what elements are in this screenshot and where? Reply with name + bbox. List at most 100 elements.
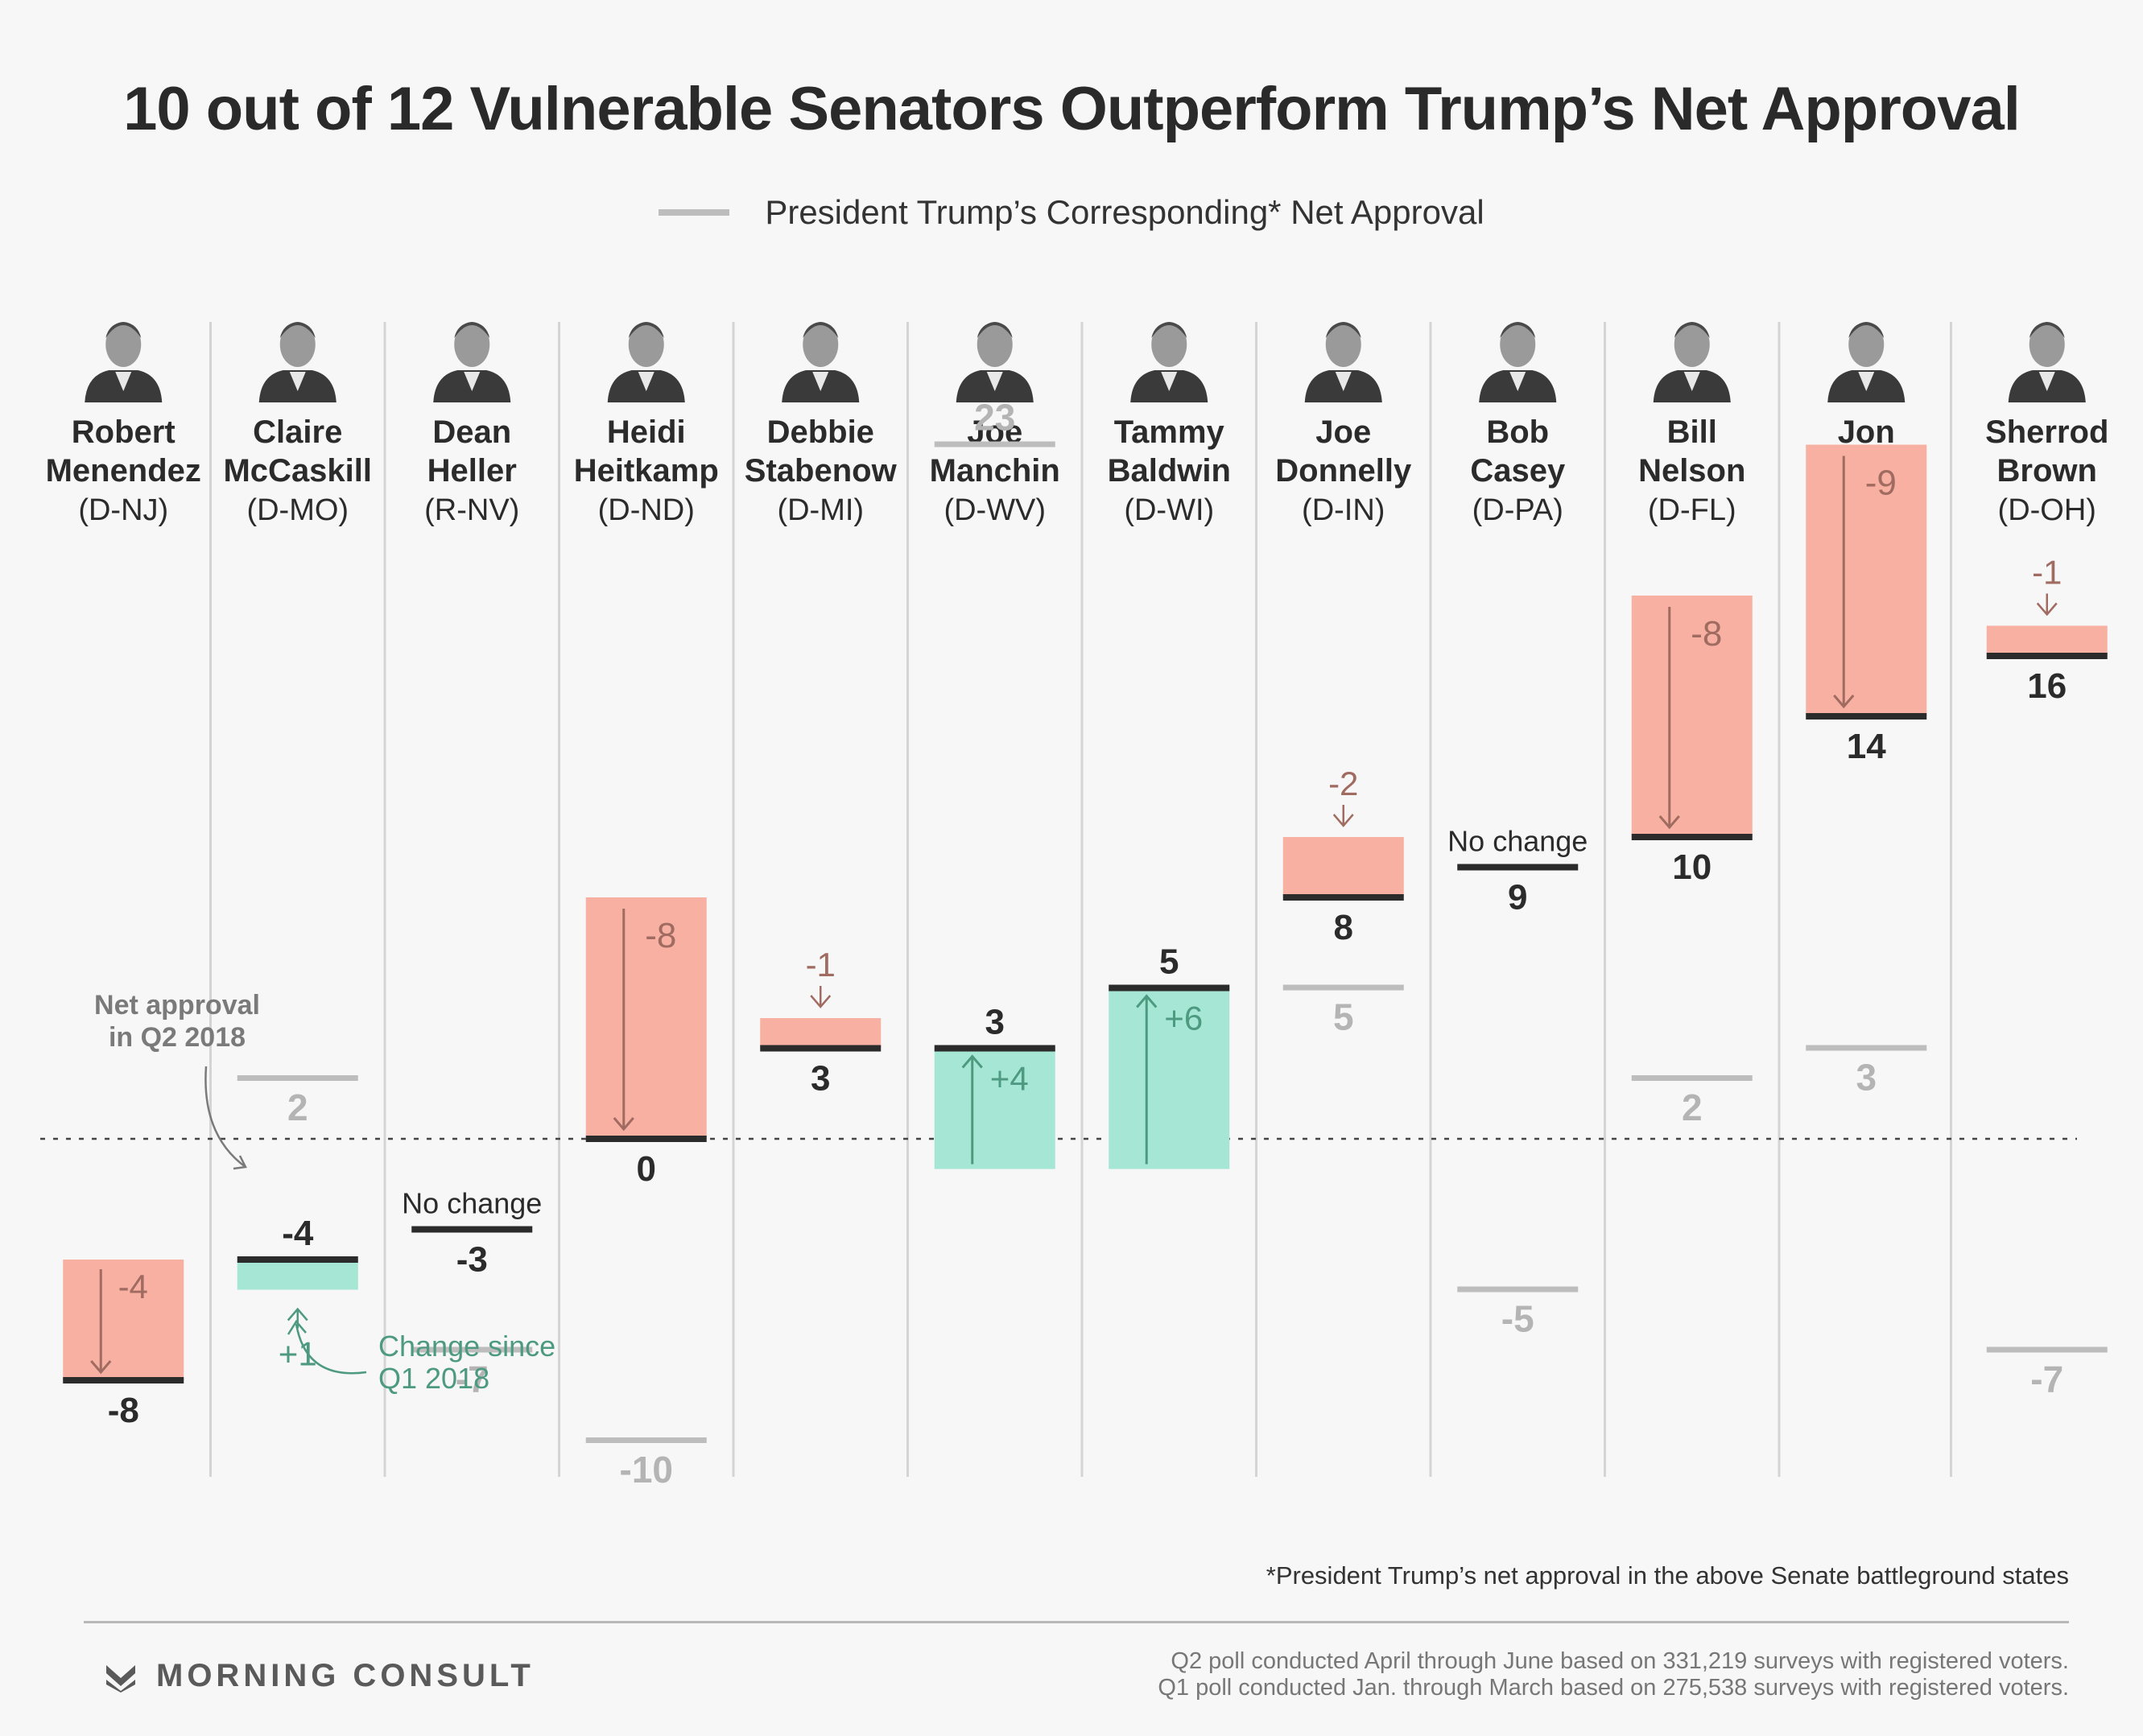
trump-approval-line (1457, 1286, 1579, 1293)
senator-portrait-icon (1653, 322, 1731, 402)
change-value: -4 (118, 1268, 148, 1305)
trump-approval-value: -7 (456, 1359, 489, 1400)
senator-last-name: Baldwin (1108, 453, 1231, 489)
trump-approval-value: 2 (287, 1087, 308, 1128)
senator-party-state: (D-ND) (598, 493, 695, 527)
senator-portrait-icon (782, 322, 860, 402)
senator-q2-value: 14 (1847, 727, 1886, 766)
senator-last-name: Stabenow (745, 453, 898, 489)
change-arrow-icon (90, 1269, 112, 1375)
trump-approval-line (934, 441, 1055, 447)
net-approval-note-line2: in Q2 2018 (109, 1022, 246, 1053)
senator-first-name: Dean (432, 414, 511, 450)
change-note-pointer-head (287, 1319, 307, 1335)
senator-q2-value: 3 (811, 1059, 830, 1099)
trump-approval-line (237, 1075, 358, 1081)
change-arrow-icon (1658, 607, 1680, 830)
senator-first-name: Claire (253, 414, 342, 450)
change-bar (1282, 837, 1404, 897)
change-bar (585, 897, 707, 1139)
change-arrow-icon (2036, 593, 2058, 616)
no-change-label: No change (402, 1187, 542, 1220)
senator-first-name: Robert (72, 414, 175, 450)
trump-approval-line (1631, 1075, 1753, 1081)
change-note-pointer (295, 1323, 367, 1375)
senator-last-name: Heitkamp (574, 453, 719, 489)
trump-approval-line (1986, 1346, 2108, 1353)
senator-last-name: McCaskill (223, 453, 372, 489)
senator-q2-line (585, 1136, 707, 1142)
senator-q2-line (1806, 713, 1927, 720)
source-line-q1: Q1 poll conducted Jan. through March bas… (1158, 1675, 2069, 1701)
trump-approval-line (1806, 1045, 1927, 1051)
change-value: +6 (1164, 1000, 1203, 1037)
senator-q2-value: 16 (2027, 666, 2067, 706)
trump-approval-value: 2 (1682, 1087, 1703, 1128)
senator-party-state: (D-PA) (1472, 493, 1563, 527)
trump-approval-line (1282, 984, 1404, 991)
change-value: -8 (645, 916, 676, 955)
trump-approval-value: -10 (620, 1449, 673, 1491)
senator-portrait-icon (1827, 322, 1906, 402)
senator-q2-value: -3 (456, 1240, 488, 1280)
senator-first-name: Debbie (767, 414, 874, 450)
change-value: +1 (279, 1335, 317, 1373)
source-line-q2: Q2 poll conducted April through June bas… (1171, 1648, 2069, 1674)
senator-portrait-icon (1130, 322, 1208, 402)
senator-last-name: Heller (427, 453, 517, 489)
change-value: -9 (1865, 464, 1897, 503)
change-arrow-icon (1136, 994, 1158, 1165)
change-bar (934, 1048, 1055, 1169)
senator-party-state: (D-NJ) (78, 493, 168, 527)
senator-last-name: Brown (1997, 453, 2097, 489)
morning-consult-logo-icon (106, 1664, 135, 1693)
change-value: -1 (2032, 554, 2062, 592)
senator-first-name: Jon (1838, 414, 1895, 450)
change-bar (63, 1260, 184, 1380)
senator-party-state: (R-NV) (424, 493, 519, 527)
senator-party-state: (D-MO) (246, 493, 349, 527)
senator-q2-line (1109, 984, 1230, 992)
trump-approval-line (585, 1437, 707, 1443)
change-arrow-icon (1833, 456, 1855, 709)
change-bar (1986, 625, 2108, 656)
senator-q2-value: 0 (637, 1149, 656, 1189)
senator-party-state: (D-IN) (1302, 493, 1385, 527)
senator-last-name: Casey (1470, 453, 1566, 489)
senator-first-name: Heidi (607, 414, 686, 450)
net-approval-pointer-head (233, 1155, 247, 1170)
trump-approval-value: 23 (974, 397, 1015, 439)
senator-first-name: Bill (1667, 414, 1717, 450)
senator-first-name: Joe (1315, 414, 1371, 450)
senator-q2-line (934, 1045, 1055, 1052)
senator-q2-value: -8 (108, 1391, 139, 1430)
senator-q2-line (760, 1045, 882, 1052)
change-note-line2: Q1 2018 (378, 1362, 489, 1395)
trump-approval-value: 5 (1333, 996, 1354, 1038)
senator-first-name: Sherrod (1985, 414, 2108, 450)
senator-portrait-icon (1304, 322, 1382, 402)
legend-label: President Trump’s Corresponding* Net App… (765, 193, 1484, 231)
change-arrow-icon (1332, 805, 1354, 827)
change-arrow-icon (810, 986, 832, 1008)
change-bar (1109, 988, 1230, 1169)
change-value: +4 (990, 1060, 1029, 1098)
change-bar (1631, 596, 1753, 837)
change-bar (237, 1260, 358, 1290)
change-arrow-icon (287, 1307, 308, 1329)
trump-approval-value: -5 (1501, 1298, 1534, 1340)
senator-last-name: Donnelly (1275, 453, 1412, 489)
trump-approval-line (411, 1346, 533, 1353)
senator-last-name: Nelson (1638, 453, 1745, 489)
change-arrow-icon (613, 909, 634, 1132)
no-change-label: No change (1447, 825, 1588, 858)
senator-q2-value: 3 (985, 1003, 1005, 1042)
senator-portrait-icon (956, 322, 1034, 402)
source-note: Q2 poll conducted April through June bas… (1158, 1648, 2069, 1701)
senator-q2-line (1282, 894, 1404, 901)
senator-q2-line (411, 1226, 533, 1233)
senator-q2-value: 5 (1159, 942, 1179, 982)
senator-q2-value: -4 (282, 1214, 314, 1253)
senator-q2-line (1986, 653, 2108, 659)
net-approval-pointer (204, 1066, 246, 1169)
